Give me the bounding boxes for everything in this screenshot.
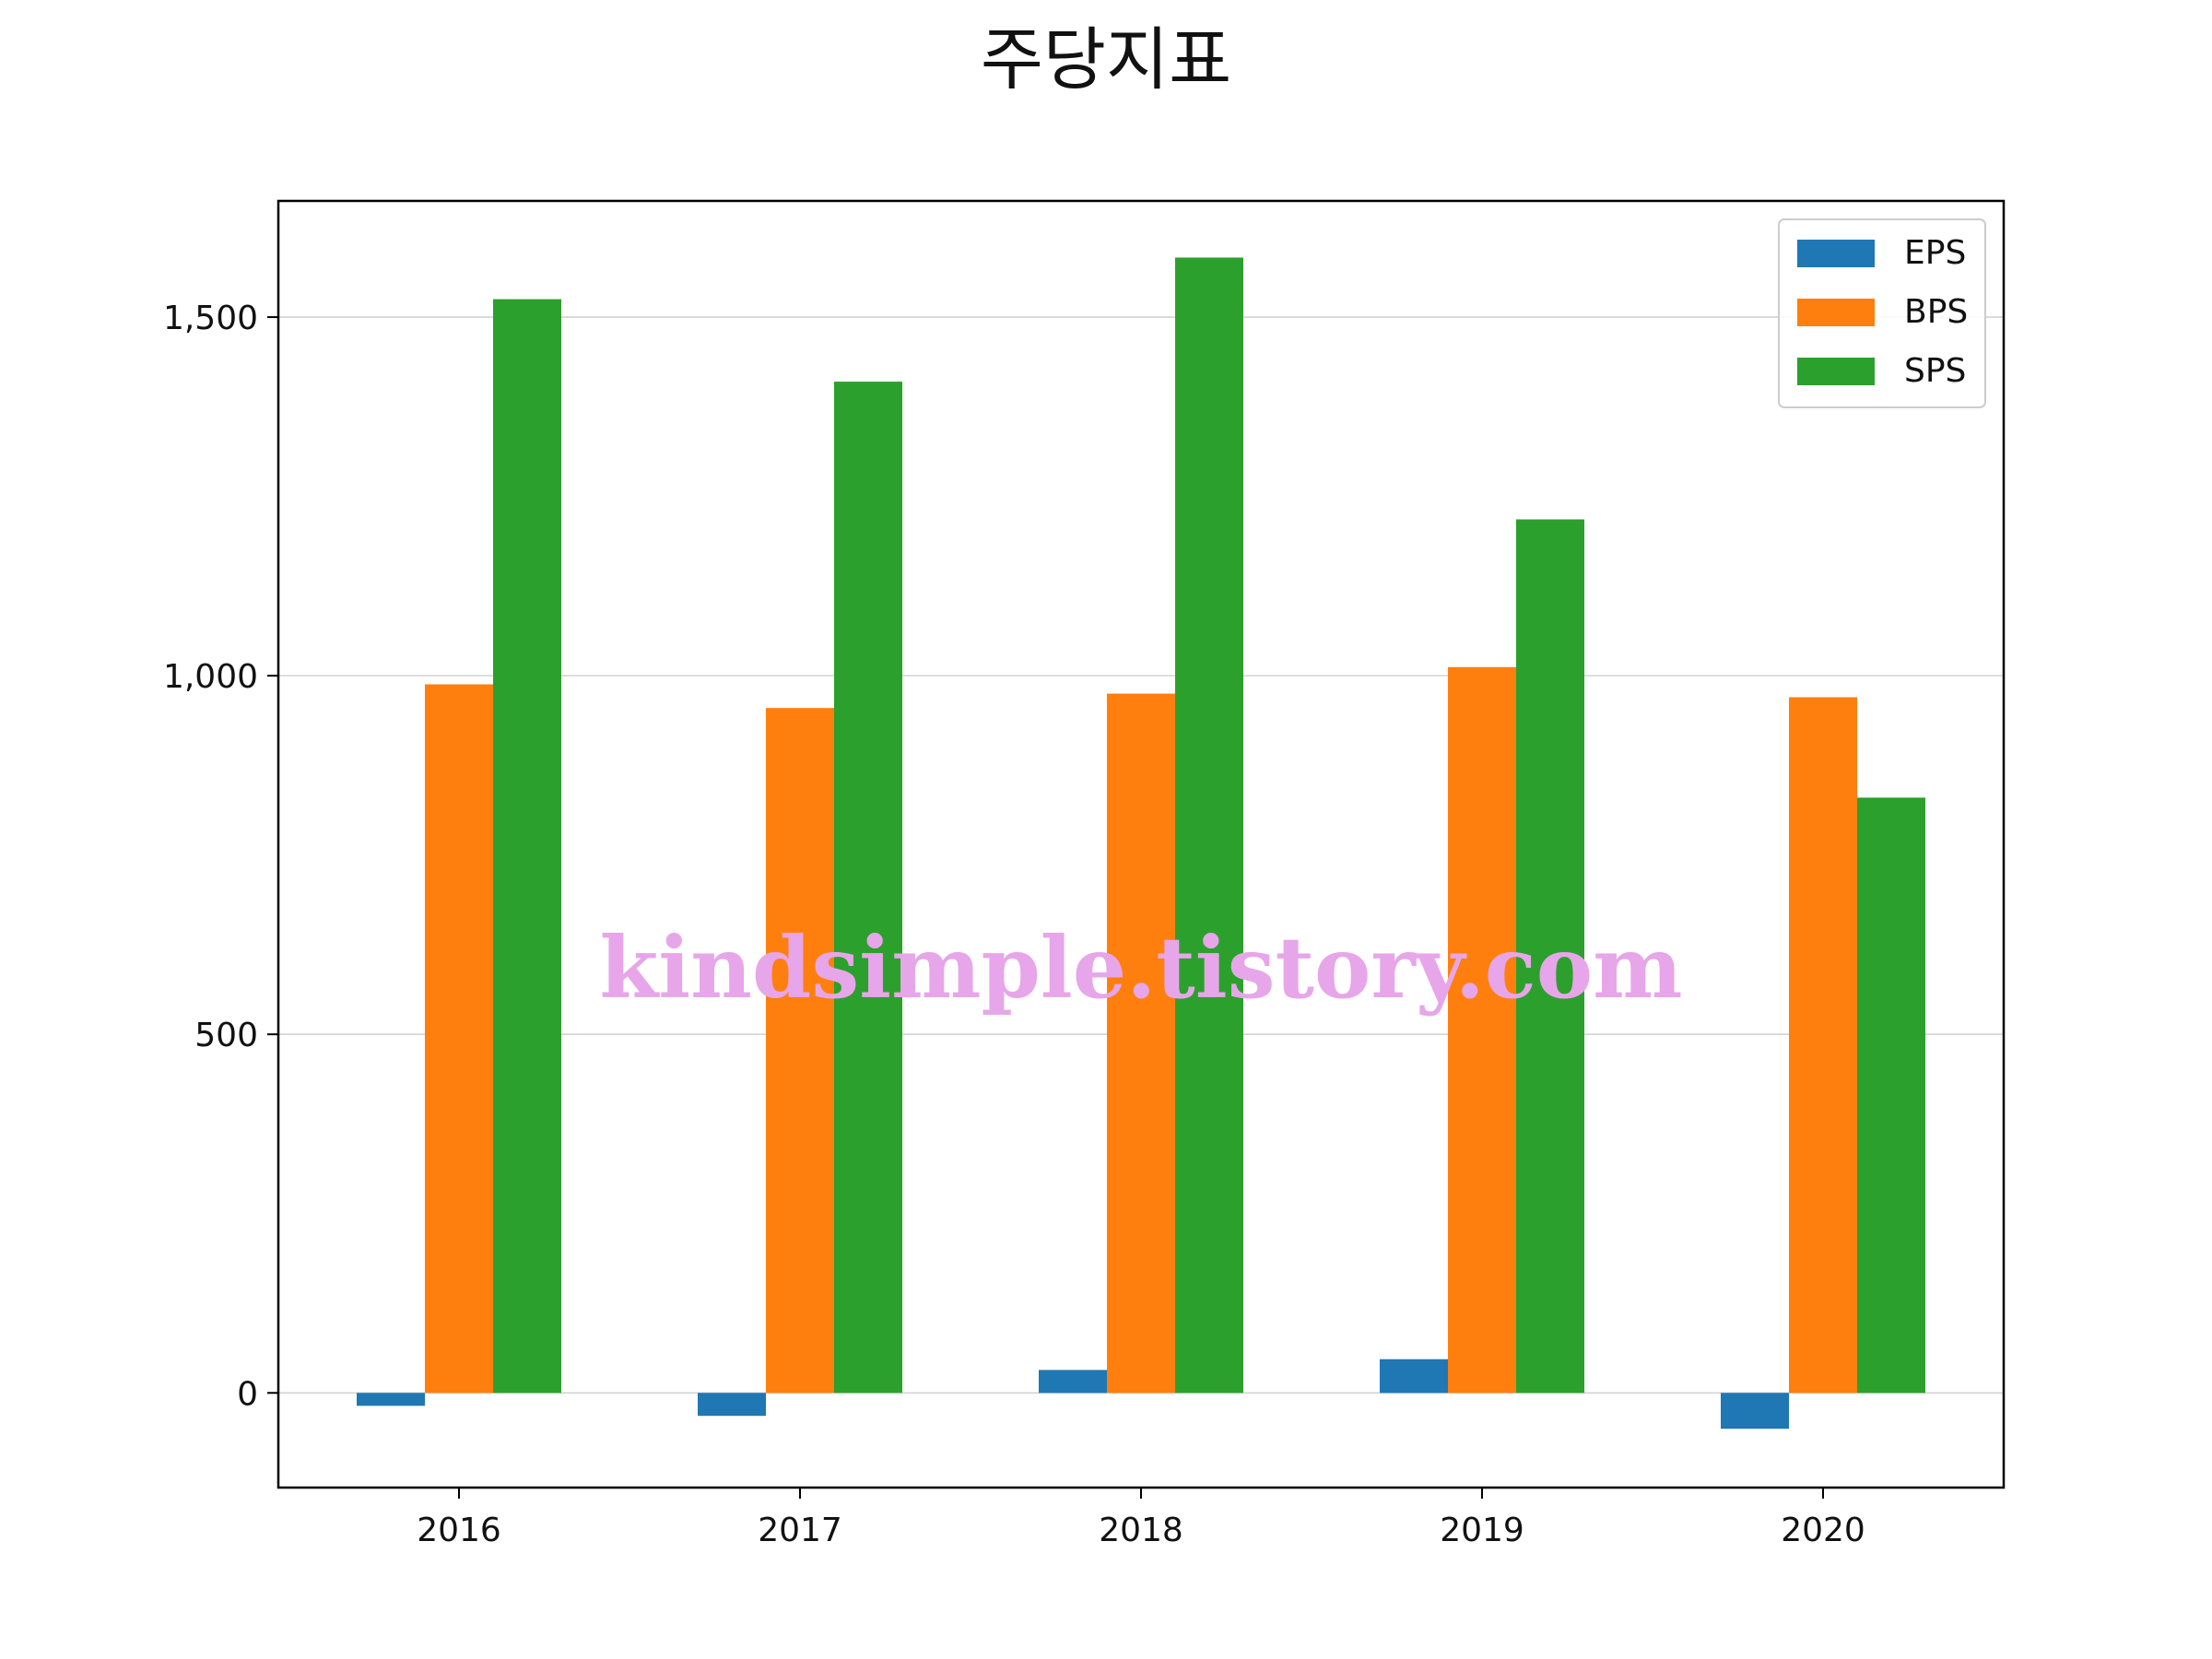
chart-title: 주당지표: [981, 20, 1231, 100]
bar-eps-2018: [1039, 1370, 1107, 1394]
y-tick-label: 1,000: [163, 658, 258, 696]
legend-label-eps: EPS: [1904, 234, 1966, 272]
legend-swatch-bps: [1797, 299, 1875, 326]
y-tick-label: 1,500: [163, 300, 258, 337]
y-axis: 0 500 1,000 1,500: [163, 300, 278, 1413]
x-tick-label: 2016: [417, 1512, 501, 1549]
y-tick-label: 0: [237, 1375, 258, 1413]
bar-bps-2019: [1448, 666, 1516, 1394]
x-tick-label: 2017: [758, 1512, 842, 1549]
x-tick-label: 2018: [1099, 1512, 1183, 1549]
bars: [357, 257, 1925, 1430]
y-tick-label: 500: [194, 1017, 258, 1054]
legend-swatch-sps: [1797, 358, 1875, 385]
bar-eps-2020: [1721, 1393, 1789, 1430]
bar-eps-2019: [1380, 1359, 1448, 1394]
bar-bps-2018: [1107, 693, 1175, 1394]
bar-bps-2020: [1789, 697, 1857, 1394]
bar-sps-2019: [1516, 519, 1584, 1394]
x-axis: 2016 2017 2018 2019 2020: [417, 1488, 1865, 1549]
bar-eps-2017: [698, 1393, 766, 1417]
bar-sps-2016: [493, 299, 561, 1394]
bar-sps-2018: [1175, 257, 1243, 1394]
bar-eps-2016: [357, 1393, 425, 1406]
bar-bps-2016: [425, 684, 493, 1394]
bar-sps-2017: [834, 382, 902, 1394]
legend: EPS BPS SPS: [1778, 218, 1986, 408]
x-tick-label: 2020: [1781, 1512, 1865, 1549]
legend-label-sps: SPS: [1904, 352, 1966, 390]
bar-sps-2020: [1857, 797, 1925, 1394]
legend-label-bps: BPS: [1904, 293, 1968, 331]
watermark-text: kindsimple.tistory.com: [599, 918, 1682, 1018]
legend-swatch-eps: [1797, 240, 1875, 267]
bar-bps-2017: [766, 708, 834, 1394]
x-tick-label: 2019: [1440, 1512, 1524, 1549]
